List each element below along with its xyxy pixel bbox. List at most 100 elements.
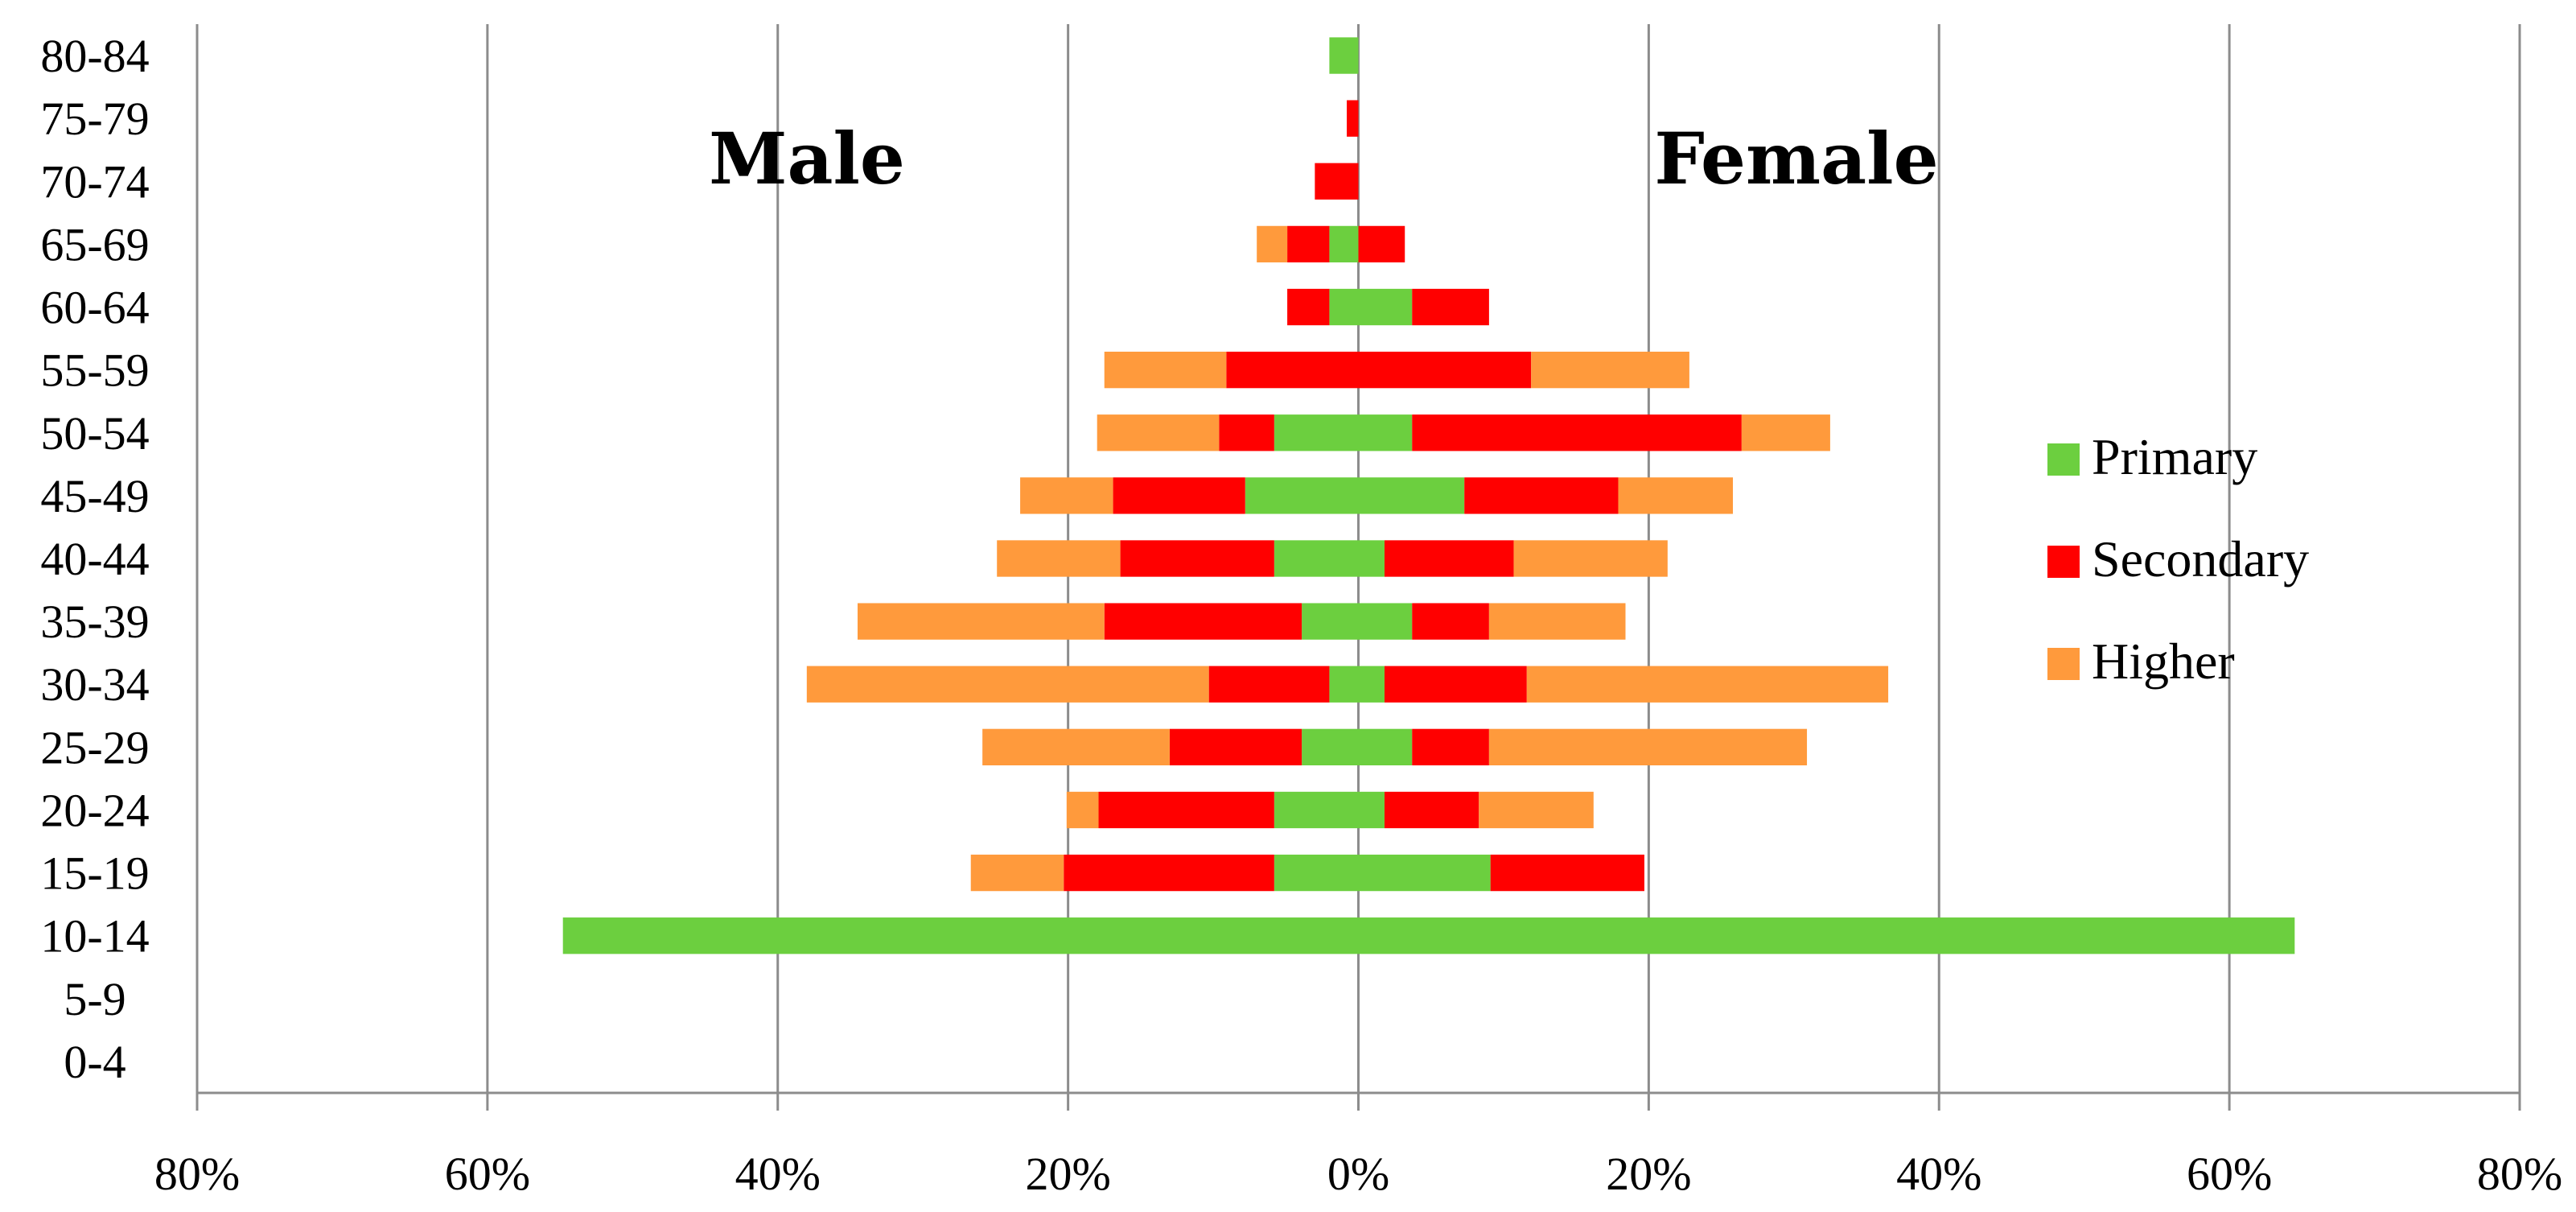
y-tick-label: 75-79 xyxy=(40,93,149,145)
bar-male-secondary-40-44 xyxy=(1120,540,1274,577)
bar-male-primary-45-49 xyxy=(1245,477,1359,514)
bar-female-primary-30-34 xyxy=(1358,666,1385,703)
bar-female-secondary-65-69 xyxy=(1358,225,1405,263)
bar-male-primary-30-34 xyxy=(1329,666,1359,703)
bar-male-primary-20-24 xyxy=(1274,791,1359,829)
bar-male-primary-25-29 xyxy=(1302,728,1359,766)
bar-male-primary-65-69 xyxy=(1329,225,1359,263)
bar-male-secondary-30-34 xyxy=(1208,666,1330,703)
bar-female-primary-25-29 xyxy=(1358,728,1413,766)
x-tick-label: 40% xyxy=(735,1148,821,1200)
y-tick-label: 10-14 xyxy=(40,910,149,963)
legend-swatch-primary xyxy=(2047,443,2080,476)
y-tick-label: 70-74 xyxy=(40,155,149,208)
bar-male-higher-65-69 xyxy=(1257,225,1288,263)
y-tick-label: 15-19 xyxy=(40,847,149,900)
bar-male-primary-50-54 xyxy=(1274,414,1359,451)
bar-male-higher-20-24 xyxy=(1066,791,1099,829)
y-tick-labels: 0-4 5-9 10-14 15-19 20-24 25-29 30-34 35-39 40-4… xyxy=(40,30,149,1088)
bar-male-primary-80-84 xyxy=(1329,37,1359,74)
x-tick-label: 80% xyxy=(154,1148,240,1200)
bar-male-secondary-60-64 xyxy=(1287,288,1330,326)
bar-male-primary-15-19 xyxy=(1274,854,1359,892)
bar-female-secondary-15-19 xyxy=(1490,854,1644,892)
bar-female-secondary-45-49 xyxy=(1464,477,1619,514)
bar-female-primary-40-44 xyxy=(1358,540,1385,577)
bar-female-higher-55-59 xyxy=(1531,351,1689,389)
bar-male-primary-40-44 xyxy=(1274,540,1359,577)
x-tick-label: 20% xyxy=(1606,1148,1691,1200)
bar-female-primary-20-24 xyxy=(1358,791,1385,829)
bar-male-primary-60-64 xyxy=(1329,288,1359,326)
bar-male-higher-15-19 xyxy=(970,854,1064,892)
bar-male-secondary-15-19 xyxy=(1064,854,1274,892)
bar-female-secondary-55-59 xyxy=(1358,351,1532,389)
male-label: Male xyxy=(709,117,905,200)
bar-female-primary-35-39 xyxy=(1358,603,1413,640)
bar-female-primary-15-19 xyxy=(1358,854,1491,892)
x-tick-label: 0% xyxy=(1327,1148,1389,1200)
axes xyxy=(195,1091,2521,1111)
bar-female-primary-45-49 xyxy=(1358,477,1465,514)
x-tick-label: 80% xyxy=(2477,1148,2562,1200)
bar-male-secondary-25-29 xyxy=(1169,728,1302,766)
x-tick-labels: 80% 60% 40% 20% 0% 20% 40% 60% 80% xyxy=(154,1148,2562,1200)
y-tick-label: 5-9 xyxy=(64,973,126,1025)
y-tick-label: 65-69 xyxy=(40,218,149,270)
bar-male-higher-30-34 xyxy=(806,666,1209,703)
y-tick-label: 50-54 xyxy=(40,407,149,460)
bar-female-higher-40-44 xyxy=(1513,540,1668,577)
y-tick-label: 25-29 xyxy=(40,721,149,773)
bar-female-higher-25-29 xyxy=(1488,728,1808,766)
bar-female-secondary-20-24 xyxy=(1384,791,1479,829)
bar-female-higher-35-39 xyxy=(1488,603,1626,640)
bar-female-higher-45-49 xyxy=(1618,477,1734,514)
bar-male-secondary-70-74 xyxy=(1315,163,1359,200)
bar-female-secondary-30-34 xyxy=(1384,666,1527,703)
x-tick-label: 60% xyxy=(2187,1148,2272,1200)
bar-female-secondary-50-54 xyxy=(1412,414,1742,451)
bar-female-higher-50-54 xyxy=(1741,414,1830,451)
bar-male-secondary-65-69 xyxy=(1287,225,1330,263)
bar-male-higher-25-29 xyxy=(982,728,1170,766)
bar-female-primary-60-64 xyxy=(1358,288,1413,326)
legend-label-primary: Primary xyxy=(2092,428,2257,485)
bar-male-secondary-35-39 xyxy=(1104,603,1302,640)
y-tick-label: 0-4 xyxy=(64,1036,126,1088)
bar-male-secondary-50-54 xyxy=(1219,414,1274,451)
bar-female-higher-30-34 xyxy=(1526,666,1889,703)
y-tick-label: 45-49 xyxy=(40,470,149,522)
bar-male-secondary-75-79 xyxy=(1347,100,1359,137)
bars xyxy=(562,37,2295,954)
bar-female-secondary-25-29 xyxy=(1412,728,1489,766)
y-tick-label: 20-24 xyxy=(40,784,149,836)
bar-female-primary-10-14 xyxy=(1358,917,2295,954)
x-tick-label: 40% xyxy=(1896,1148,1981,1200)
y-tick-label: 55-59 xyxy=(40,344,149,397)
bar-male-higher-45-49 xyxy=(1020,477,1113,514)
legend-label-higher: Higher xyxy=(2092,633,2235,690)
legend-swatch-secondary xyxy=(2047,546,2080,578)
bar-male-higher-40-44 xyxy=(997,540,1121,577)
y-tick-label: 80-84 xyxy=(40,30,149,82)
y-tick-label: 30-34 xyxy=(40,658,149,711)
bar-male-secondary-45-49 xyxy=(1113,477,1245,514)
bar-female-secondary-35-39 xyxy=(1412,603,1489,640)
bar-female-higher-20-24 xyxy=(1479,791,1594,829)
bar-male-primary-35-39 xyxy=(1302,603,1359,640)
female-label: Female xyxy=(1654,117,1938,200)
bar-male-primary-10-14 xyxy=(562,917,1359,954)
x-tick-label: 60% xyxy=(445,1148,530,1200)
bar-male-secondary-20-24 xyxy=(1098,791,1274,829)
bar-male-higher-35-39 xyxy=(857,603,1105,640)
bar-male-higher-50-54 xyxy=(1097,414,1220,451)
y-tick-label: 60-64 xyxy=(40,282,149,334)
legend-swatch-higher xyxy=(2047,648,2080,680)
bar-female-secondary-40-44 xyxy=(1384,540,1514,577)
bar-male-secondary-55-59 xyxy=(1226,351,1359,389)
legend-label-secondary: Secondary xyxy=(2092,530,2309,587)
y-tick-label: 35-39 xyxy=(40,596,149,648)
bar-male-higher-55-59 xyxy=(1104,351,1227,389)
x-tick-label: 20% xyxy=(1025,1148,1110,1200)
